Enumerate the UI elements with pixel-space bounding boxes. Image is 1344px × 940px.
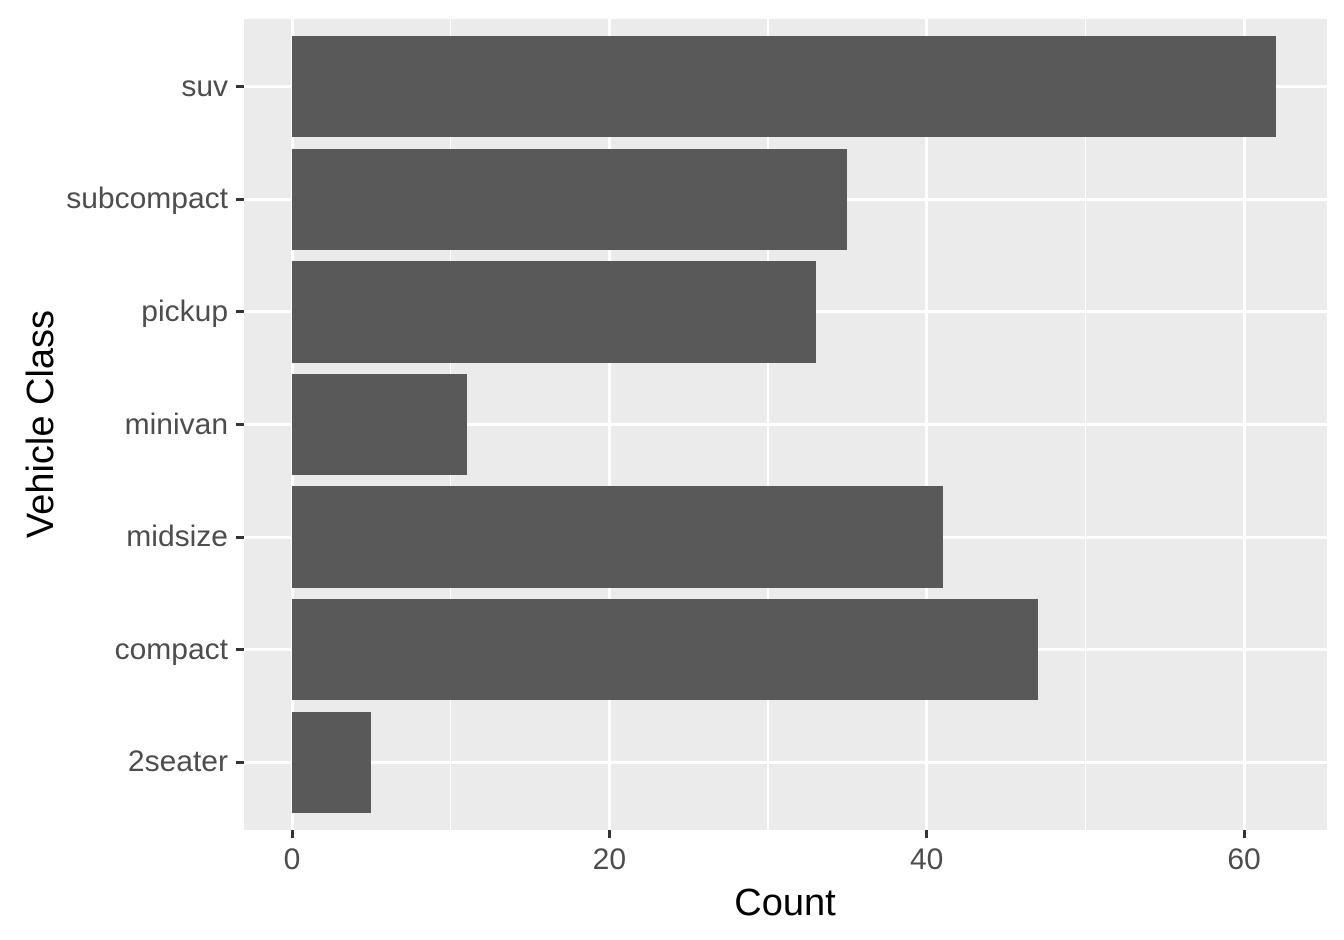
x-tick-label-0: 0 [283, 843, 301, 876]
gridline-major-y-2seater [244, 760, 1327, 764]
y-tick-mark-subcompact [236, 197, 244, 201]
y-tick-label-subcompact: subcompact [66, 182, 228, 216]
y-tick-label-midsize: midsize [126, 520, 228, 554]
bar-compact [292, 599, 1038, 701]
y-tick-mark-midsize [236, 535, 244, 539]
bar-2seater [292, 711, 372, 814]
x-tick-mark-0 [290, 830, 294, 838]
plot-panel [244, 19, 1327, 830]
y-tick-label-compact: compact [114, 632, 228, 666]
x-tick-mark-40 [925, 830, 929, 838]
y-tick-label-suv: suv [181, 69, 228, 103]
y-axis-title: Vehicle Class [20, 309, 62, 539]
y-tick-label-minivan: minivan [124, 407, 228, 441]
y-tick-mark-compact [236, 648, 244, 652]
y-tick-label-pickup: pickup [141, 294, 228, 328]
gridline-major-y-minivan [244, 423, 1327, 426]
x-tick-mark-20 [607, 830, 611, 838]
x-tick-mark-60 [1242, 830, 1246, 838]
y-tick-mark-suv [236, 85, 244, 89]
y-tick-mark-2seater [236, 760, 244, 764]
x-axis-title: Count [734, 882, 836, 924]
bar-midsize [292, 486, 943, 588]
y-tick-label-2seater: 2seater [127, 745, 228, 779]
y-tick-mark-pickup [236, 310, 244, 314]
x-tick-label-60: 60 [1227, 843, 1261, 876]
y-tick-mark-minivan [236, 423, 244, 426]
x-tick-label-40: 40 [909, 843, 944, 876]
bar-minivan [292, 373, 467, 476]
bar-suv [292, 35, 1276, 138]
bar-pickup [292, 261, 816, 363]
x-tick-label-20: 20 [592, 843, 627, 876]
bar-subcompact [292, 148, 848, 250]
